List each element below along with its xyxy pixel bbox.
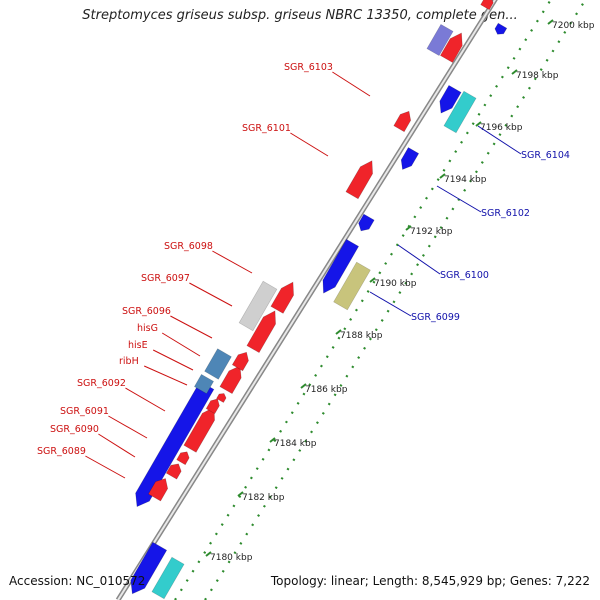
right-gene-label: SGR_6102 bbox=[481, 208, 530, 219]
gene-hisG-block bbox=[204, 348, 232, 380]
left-gene-label: SGR_6091 bbox=[60, 406, 109, 417]
gene-ribH-block bbox=[193, 373, 215, 395]
left-label-connector bbox=[189, 282, 233, 307]
left-gene-label: ribH bbox=[119, 356, 139, 367]
right-gene-label: SGR_6104 bbox=[521, 150, 570, 161]
gene-violet-top bbox=[426, 23, 454, 57]
left-gene-label: hisG bbox=[137, 323, 158, 334]
left-label-connector bbox=[85, 455, 126, 479]
ruler-tick bbox=[269, 437, 276, 443]
left-label-connector bbox=[161, 332, 201, 357]
gene-forward-6090 bbox=[165, 463, 182, 480]
left-gene-label: SGR_6090 bbox=[50, 424, 99, 435]
ruler-tick bbox=[237, 491, 244, 497]
topology-text: Topology: linear; Length: 8,545,929 bp; … bbox=[270, 574, 590, 588]
left-label-connector bbox=[143, 365, 188, 386]
gene-cyan-6104 bbox=[443, 90, 477, 134]
right-gene-label: SGR_6099 bbox=[411, 312, 460, 323]
left-gene-label: SGR_6097 bbox=[141, 273, 190, 284]
gene-forward-6103 bbox=[439, 32, 463, 63]
left-gene-label: SGR_6089 bbox=[37, 446, 86, 457]
dotted-rail-left bbox=[174, 0, 552, 600]
ruler-tick-label: 7200 kbp bbox=[552, 21, 595, 31]
ruler-tick-label: 7184 kbp bbox=[274, 439, 317, 449]
ruler-tick-label: 7188 kbp bbox=[340, 331, 383, 341]
left-label-connector bbox=[170, 315, 213, 339]
dotted-rail-right bbox=[204, 0, 587, 600]
gene-reverse-6104 bbox=[439, 84, 462, 114]
ruler-tick-label: 7186 kbp bbox=[305, 385, 348, 395]
gene-reverse-top bbox=[494, 22, 508, 35]
ruler-tick-label: 7190 kbp bbox=[374, 279, 417, 289]
gene-forward-6096 bbox=[246, 310, 276, 354]
left-gene-label: SGR_6101 bbox=[242, 123, 291, 134]
ruler-tick-label: 7182 kbp bbox=[242, 493, 285, 503]
left-gene-label: hisE bbox=[128, 340, 148, 351]
right-label-connector bbox=[436, 185, 482, 213]
right-label-connector bbox=[369, 291, 412, 317]
left-gene-label: SGR_6098 bbox=[164, 241, 213, 252]
right-label-connector bbox=[477, 125, 522, 155]
gene-forward-6101b bbox=[393, 110, 412, 133]
gene-forward-ribH bbox=[219, 365, 242, 395]
left-label-connector bbox=[108, 415, 148, 439]
ruler-tick bbox=[369, 277, 376, 283]
gene-forward-6101 bbox=[345, 160, 373, 200]
ruler-tick bbox=[511, 69, 518, 75]
map-title: Streptomyces griseus subsp. griseus NBRC… bbox=[82, 8, 518, 23]
left-label-connector bbox=[152, 349, 194, 371]
gene-forward-hisE bbox=[231, 351, 249, 372]
ruler-tick-label: 7194 kbp bbox=[444, 175, 487, 185]
ruler-tick-label: 7196 kbp bbox=[480, 123, 523, 133]
gene-reverse-small-1 bbox=[358, 213, 375, 232]
right-gene-label: SGR_6100 bbox=[440, 270, 489, 281]
left-label-connector bbox=[332, 71, 371, 97]
ruler-tick bbox=[475, 121, 482, 127]
gene-6098-block bbox=[238, 280, 278, 332]
ruler-tick bbox=[547, 19, 554, 25]
gene-cyan-bottom bbox=[151, 556, 185, 600]
right-label-connector bbox=[397, 244, 441, 275]
gene-reverse-bottom bbox=[130, 541, 168, 595]
ruler-tick bbox=[300, 383, 307, 389]
gene-forward-tiny bbox=[216, 393, 227, 403]
left-gene-label: SGR_6103 bbox=[284, 62, 333, 73]
ruler-tick bbox=[205, 551, 212, 557]
gene-forward-6092 bbox=[183, 406, 215, 453]
gene-reverse-large bbox=[135, 380, 215, 508]
ruler-tick-label: 7192 kbp bbox=[410, 227, 453, 237]
backbone-line-inner bbox=[117, 0, 497, 600]
gene-forward-small bbox=[205, 398, 220, 415]
gene-forward-6089 bbox=[147, 478, 169, 502]
ruler-tick bbox=[405, 225, 412, 231]
accession-text: Accession: NC_010572 bbox=[9, 574, 146, 588]
ruler-tick-label: 7180 kbp bbox=[210, 553, 253, 563]
ruler-tick bbox=[439, 173, 446, 179]
gene-reverse-6100 bbox=[322, 238, 360, 294]
left-label-connector bbox=[125, 387, 166, 412]
ruler-tick-label: 7198 kbp bbox=[516, 71, 559, 81]
gene-reverse-6102 bbox=[400, 147, 420, 170]
left-label-connector bbox=[212, 250, 253, 274]
left-gene-label: SGR_6096 bbox=[122, 306, 171, 317]
gene-forward-6097 bbox=[270, 281, 294, 314]
left-label-connector bbox=[290, 132, 329, 157]
gene-forward-top bbox=[480, 0, 494, 11]
gene-6099-block bbox=[333, 261, 371, 311]
ruler-tick bbox=[335, 329, 342, 335]
gene-forward-6091 bbox=[176, 451, 190, 466]
left-gene-label: SGR_6092 bbox=[77, 378, 126, 389]
left-label-connector bbox=[98, 433, 136, 458]
